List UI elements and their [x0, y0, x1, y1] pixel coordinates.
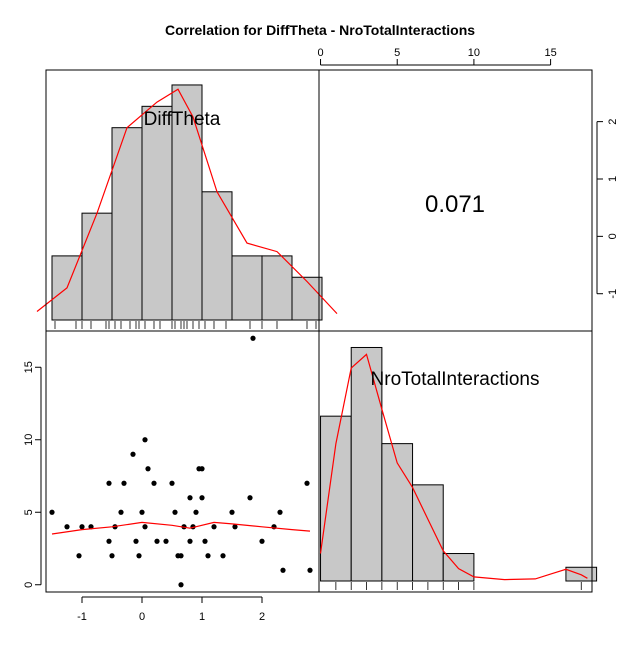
scatter-point	[154, 538, 160, 544]
histogram-bar-nrototalinteractions	[565, 566, 598, 582]
scatter-point	[106, 480, 112, 486]
chart-title: Correlation for DiffTheta - NroTotalInte…	[165, 22, 475, 38]
y-axis-right-tick-label: 2	[607, 119, 619, 125]
histogram-bar-nrototalinteractions	[350, 346, 383, 582]
scatter-point	[118, 509, 124, 515]
x-axis-top-tick-label: 10	[468, 47, 480, 59]
histogram-bar-nrototalinteractions	[412, 484, 444, 582]
scatter-point	[172, 509, 178, 515]
histogram-bar-difftheta	[111, 127, 143, 321]
variable-label-nrototalinteractions: NroTotalInteractions	[371, 369, 540, 390]
scatter-point	[247, 495, 253, 501]
scatter-point	[133, 538, 139, 544]
scatter-point	[307, 567, 313, 573]
scatter-point	[142, 437, 148, 443]
scatter-point	[304, 480, 310, 486]
scatter-point	[199, 466, 205, 472]
x-axis-top-tick-label: 15	[544, 47, 556, 59]
x-axis-top-tick-label: 0	[317, 47, 323, 59]
y-axis-right-tick-label: 0	[607, 233, 619, 239]
x-axis-bottom-tick-label: 0	[139, 611, 145, 623]
axes-layer: -1 0 1 2 0 5 10 15 0 5 10 15 -1 0 1 2	[23, 47, 619, 623]
scatter-point	[229, 509, 235, 515]
scatter-point	[109, 553, 115, 559]
x-axis-bottom-tick-label: -1	[77, 611, 87, 623]
scatter-point	[79, 524, 85, 530]
histogram-bar-difftheta	[141, 105, 173, 321]
panel-frame	[45, 330, 320, 593]
histogram-bar-difftheta	[261, 255, 293, 321]
scatter-point	[151, 480, 157, 486]
scatter-point	[187, 495, 193, 501]
scatter-point	[205, 553, 211, 559]
y-axis-left-tick-label: 0	[23, 582, 35, 588]
x-axis-top-tick-label: 5	[394, 47, 400, 59]
scatter-point	[139, 509, 145, 515]
y-axis-right-tick-label: -1	[607, 289, 619, 299]
scatter-point	[130, 451, 136, 457]
y-axis-left-tick-label: 15	[23, 361, 35, 373]
x-axis-bottom-tick-label: 1	[199, 611, 205, 623]
histogram-bar-difftheta	[291, 276, 323, 321]
correlation-value: 0.071	[425, 191, 485, 218]
y-axis-right-tick-label: 1	[607, 176, 619, 182]
histogram-bar-difftheta	[231, 255, 263, 321]
density-curve-difftheta	[36, 88, 338, 315]
scatter-point	[163, 538, 169, 544]
y-axis-left-tick-label: 10	[23, 434, 35, 446]
histogram-bar-nrototalinteractions	[381, 443, 414, 582]
scatter-point	[202, 538, 208, 544]
histogram-bar-nrototalinteractions	[442, 553, 475, 582]
histogram-bar-difftheta	[81, 212, 113, 321]
panels-layer	[36, 84, 598, 590]
x-axis-bottom-tick-label: 2	[259, 611, 265, 623]
histogram-bar-nrototalinteractions	[320, 415, 352, 582]
variable-label-difftheta: DiffTheta	[144, 109, 221, 130]
scatter-point	[220, 553, 226, 559]
histogram-bar-difftheta	[201, 191, 233, 321]
panel-frame	[318, 330, 593, 593]
scatter-point	[178, 582, 184, 588]
scatter-point	[121, 480, 127, 486]
scatter-point	[76, 553, 82, 559]
scatter-point	[280, 567, 286, 573]
scatter-point	[250, 335, 256, 341]
scatter-point	[259, 538, 265, 544]
scatter-point	[178, 553, 184, 559]
scatter-point	[199, 495, 205, 501]
scatter-point	[142, 524, 148, 530]
scatter-point	[277, 509, 283, 515]
scatter-point	[187, 538, 193, 544]
scatter-point	[232, 524, 238, 530]
density-curve-nrototalinteractions	[319, 353, 588, 581]
scatter-point	[211, 524, 217, 530]
scatter-point	[64, 524, 70, 530]
smooth-line	[51, 521, 311, 535]
scatter-point	[169, 480, 175, 486]
scatter-point	[49, 509, 55, 515]
y-axis-left-tick-label: 5	[23, 509, 35, 515]
scatter-point	[193, 509, 199, 515]
histogram-bar-difftheta	[171, 84, 203, 321]
scatter-point	[136, 553, 142, 559]
scatter-point	[145, 466, 151, 472]
scatter-point	[106, 538, 112, 544]
